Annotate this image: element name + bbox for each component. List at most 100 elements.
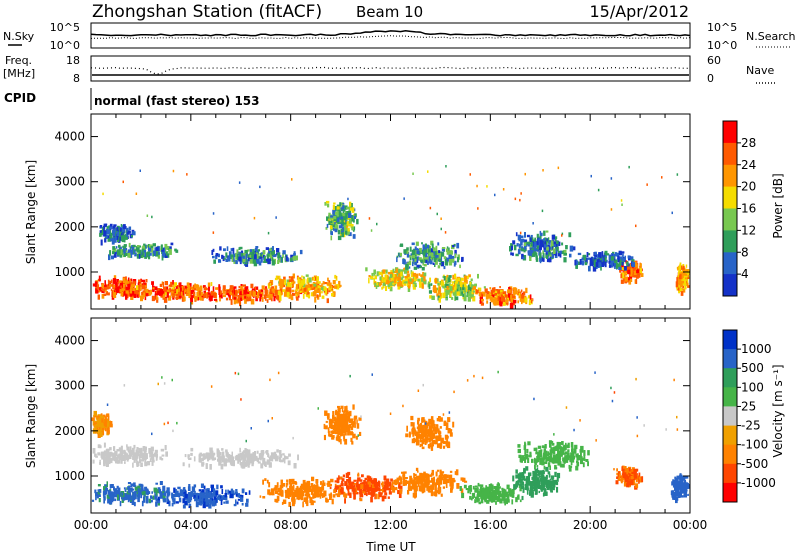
velocity-cell: [380, 489, 384, 492]
power-cell: [166, 289, 170, 293]
power-cell: [211, 296, 213, 301]
power-cell: [451, 296, 454, 300]
power-cell: [128, 242, 131, 248]
power-cell: [118, 236, 121, 241]
power-cell: [521, 248, 524, 252]
power-cell: [121, 226, 125, 233]
power-cell: [404, 269, 408, 274]
power-cell: [326, 282, 330, 286]
velocity-cell: [282, 499, 287, 504]
velocity-cell: [341, 489, 344, 495]
power-cell: [218, 289, 221, 295]
power-cell: [601, 262, 604, 267]
velocity-cell: [239, 453, 242, 457]
power-cell: [537, 236, 539, 239]
power-cell: [161, 281, 164, 286]
power-cell: [256, 258, 260, 264]
power-cell: [146, 253, 149, 258]
power-cell: [286, 255, 288, 262]
power-cell: [513, 290, 516, 296]
velocity-cell: [193, 456, 196, 462]
power-cell: [180, 287, 182, 294]
power-cell: [551, 234, 556, 240]
velocity-cell: [176, 492, 179, 497]
power-cell: [282, 250, 286, 255]
velocity-cell: [633, 478, 635, 483]
power-cell: [630, 271, 633, 277]
power-cell: [423, 247, 427, 251]
power-cell: [112, 228, 116, 233]
power-cell: [240, 255, 243, 262]
velocity-cell: [624, 466, 627, 470]
power-cell: [408, 284, 411, 289]
velocity-cell: [225, 489, 227, 494]
velocity-cell: [480, 501, 483, 503]
power-cell: [132, 287, 136, 291]
power-cell: [496, 299, 500, 306]
power-cell: [635, 278, 638, 284]
power-cell: [194, 283, 196, 289]
velocity-cell: [373, 490, 375, 495]
velocity-cell: [532, 473, 535, 480]
power-cell: [284, 290, 288, 293]
power-cell: [541, 241, 544, 246]
power-cell: [411, 242, 415, 246]
velocity-cell: [431, 485, 434, 491]
velocity-cell: [439, 479, 443, 485]
power-cell: [334, 206, 337, 212]
velocity-cell: [462, 478, 466, 482]
power-cell: [563, 249, 567, 256]
power-cell: [345, 212, 348, 219]
velocity-cell: [208, 491, 212, 497]
velocity-cell: [244, 461, 247, 467]
velocity-cell: [472, 485, 475, 490]
power-cell: [145, 288, 149, 294]
power-speck: [561, 232, 564, 236]
power-cell: [575, 260, 578, 264]
plot-title: Zhongshan Station (fitACF): [92, 2, 322, 22]
power-cell: [143, 292, 146, 298]
velocity-cell: [532, 470, 535, 474]
power-cell: [376, 282, 378, 286]
velocity-cell: [252, 459, 255, 465]
velocity-cell: [132, 455, 135, 460]
power-cell: [197, 295, 200, 301]
velocity-cell: [186, 498, 190, 501]
velocity-cell: [495, 495, 498, 501]
power-cell: [140, 295, 143, 302]
power-cell: [428, 290, 432, 294]
velocity-cell: [480, 498, 484, 504]
power-cell: [640, 273, 644, 277]
velocity-cell: [543, 482, 546, 488]
velocity-cell: [225, 451, 228, 457]
power-cell: [600, 265, 602, 271]
velocity-cell: [347, 429, 350, 436]
power-speck: [212, 231, 215, 234]
power-cell: [162, 293, 166, 299]
power-cell: [132, 246, 134, 252]
power-cell: [423, 251, 425, 257]
power-cell: [213, 259, 216, 264]
velocity-cell: [676, 475, 680, 479]
power-cell: [127, 230, 131, 234]
power-cell: [427, 281, 431, 286]
power-cell: [373, 269, 376, 275]
velocity-cell: [106, 494, 111, 499]
power-cell: [430, 258, 433, 261]
power-cell: [129, 252, 133, 258]
velocity-cell: [516, 495, 519, 500]
velocity-cell: [271, 452, 275, 457]
power-speck: [238, 181, 241, 184]
power-cell: [448, 277, 451, 283]
power-cell: [328, 280, 331, 283]
velocity-cell: [274, 458, 279, 462]
velocity-cell: [471, 492, 476, 497]
velocity-cell: [151, 454, 155, 461]
power-cell: [190, 289, 195, 295]
power-cell: [534, 237, 537, 240]
power-cell: [406, 252, 410, 258]
power-cell: [434, 277, 438, 284]
power-cell: [622, 272, 625, 279]
power-cell: [512, 288, 515, 294]
power-cell: [416, 265, 420, 268]
